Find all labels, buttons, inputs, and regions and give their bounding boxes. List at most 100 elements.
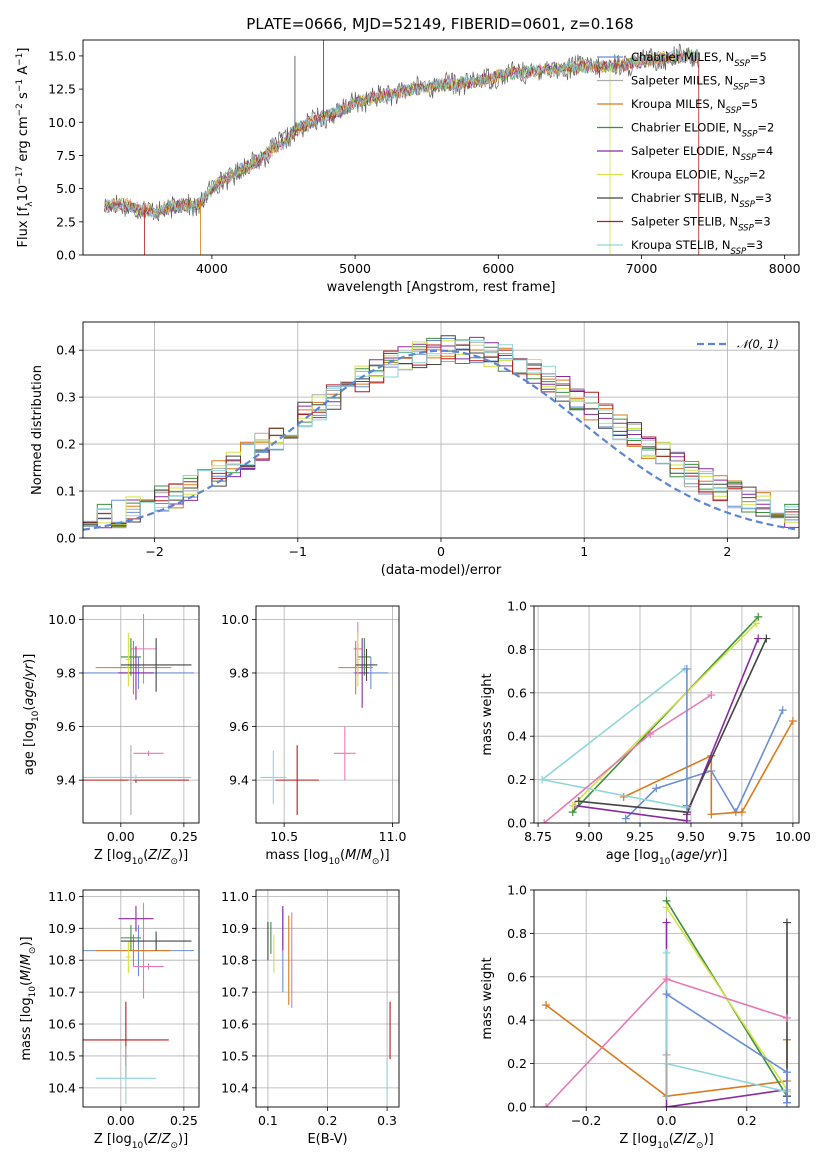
y-tick-label: 9.6 [56,719,76,734]
error-bar-point [133,963,164,970]
x-tick-label: 1 [580,544,588,559]
error-bar-point [128,745,134,815]
massweight_vs_Z-axes: −0.2 0.0 0.2 0.0 0.2 0.4 0.6 0.8 1.0 Z [log10(Z/Z… [480,883,800,1151]
error-bar-point [334,726,356,781]
x-tick-label: 7000 [626,261,658,276]
legend-entry: Salpeter ELODIE, NSSP=4 [631,144,773,163]
legend-entry: Kroupa MILES, NSSP=5 [631,97,758,116]
x-tick-label: 0.2 [318,1113,338,1128]
x-tick-label: −2 [145,544,163,559]
mass-weight-marker [662,1103,671,1107]
mass-weight-series [574,634,771,817]
y-tick-label: 9.6 [229,719,249,734]
mass-weight-marker [568,801,577,810]
massweight_vs_Z-plot-area [542,896,791,1107]
mass-weight-series [621,706,787,823]
y-tick-label: 1.0 [507,883,527,898]
y-tick-label: 9.8 [229,665,249,680]
error-bar-point [120,931,192,951]
x-tick-label: 6000 [482,261,514,276]
x-tick-label: 9.25 [626,829,654,844]
error-bar-point [355,632,360,687]
spectrum-salpeter-elodie [104,49,699,217]
y-tick-label: 0.4 [507,1013,527,1028]
x-tick-label: 8000 [769,261,801,276]
error-bar-point [357,638,371,676]
x-axis-label: Z [log10(Z/Z⊙)] [619,1132,713,1151]
mass-weight-marker [782,1014,791,1023]
y-tick-label: 0.0 [56,248,76,263]
x-tick-label: 0.25 [170,829,198,844]
y-tick-label: 0.2 [507,772,527,787]
y-tick-label: 11.0 [48,889,76,904]
spectrum-plot-area [104,40,700,255]
x-tick-label: 10.00 [775,829,811,844]
x-tick-label: −0.2 [571,1113,601,1128]
legend-entry: Chabrier MILES, NSSP=5 [631,50,767,69]
x-tick-label: 9.50 [677,829,705,844]
axes-frame [82,39,800,256]
x-axis-label: E(B-V) [307,1132,347,1147]
mass-weight-marker [540,819,549,823]
y-tick-label: 0.3 [56,390,76,405]
y-tick-label: 15.0 [48,48,76,63]
legend-entry: Salpeter STELIB, NSSP=3 [631,215,771,234]
x-tick-label: 0.00 [107,829,135,844]
mass-weight-series [538,664,691,812]
mass-weight-marker [707,810,716,819]
y-axis-label: age [log10(age/yr)] [22,654,41,776]
mass-weight-marker [782,918,791,927]
mass-weight-marker [754,634,763,643]
legend-entry: Chabrier ELODIE, NSSP=2 [631,121,774,140]
mass_vs_EBV-axes: 0.1 0.2 0.3 10.4 10.5 10.6 10.7 10.8 10.9 11.0 E(B… [221,889,400,1147]
error-bar-point [125,632,131,687]
age_vs_mass-plot-area [260,622,389,815]
error-bar-point [130,614,157,684]
mass-weight-marker [621,814,630,823]
y-tick-label: 10.8 [48,953,76,968]
mass-weight-series [570,634,763,823]
x-axis-label: Z [log10(Z/Z⊙)] [94,848,188,867]
y-tick-label: 0.0 [507,1100,527,1115]
error-bar-point [83,774,192,781]
x-axis-label: wavelength [Angstrom, rest frame] [327,280,556,295]
spectrum-legend: Chabrier MILES, NSSP=5 Salpeter MILES, NS… [597,50,774,257]
spectrum-kroupa-stelib [104,50,699,219]
axes-frame [82,321,800,539]
mass-weight-marker [762,634,771,643]
y-tick-label: 1.0 [507,599,527,614]
error-bar-point [118,646,154,700]
mass-weight-marker [662,1092,671,1101]
mass-weight-marker [542,1103,551,1107]
mass-weight-series [542,974,791,1107]
mass-weight-marker [782,1098,791,1107]
mass-weight-marker [542,1001,551,1010]
y-tick-label: 10.0 [221,612,249,627]
axes-frame [82,605,200,824]
x-axis-label: (data-model)/error [381,563,502,578]
y-tick-label: 10.9 [48,921,76,936]
mass-weight-series [662,990,791,1107]
error-bar-point [120,638,141,676]
y-tick-label: 0.6 [507,685,527,700]
x-tick-label: −1 [289,544,307,559]
gauss-legend-label: 𝒩(0, 1) [737,337,779,351]
y-axis-label: Flux [fλ10−17 erg cm−2 s−1 A−1] [15,48,35,248]
mass-weight-marker [778,706,787,715]
x-axis-label: mass [log10(M/M⊙)] [265,848,389,867]
mass-weight-marker [662,918,671,927]
mass-weight-marker [662,948,671,957]
mass-weight-marker [707,690,716,699]
mass-weight-series [682,664,691,810]
x-tick-label: 4000 [196,261,228,276]
x-tick-label: 9.00 [575,829,603,844]
x-tick-label: 8.75 [524,829,552,844]
y-tick-label: 9.4 [229,773,249,788]
y-tick-label: 7.5 [56,148,76,163]
y-tick-label: 0.1 [56,484,76,499]
legend-entry: Kroupa STELIB, NSSP=3 [631,238,763,257]
error-bar-point [120,925,141,951]
age_vs_Z-axes: 0.00 0.25 9.4 9.6 9.8 10.0 Z [log10(Z/Z⊙)] age … [22,605,200,867]
x-tick-label: 2 [723,544,731,559]
